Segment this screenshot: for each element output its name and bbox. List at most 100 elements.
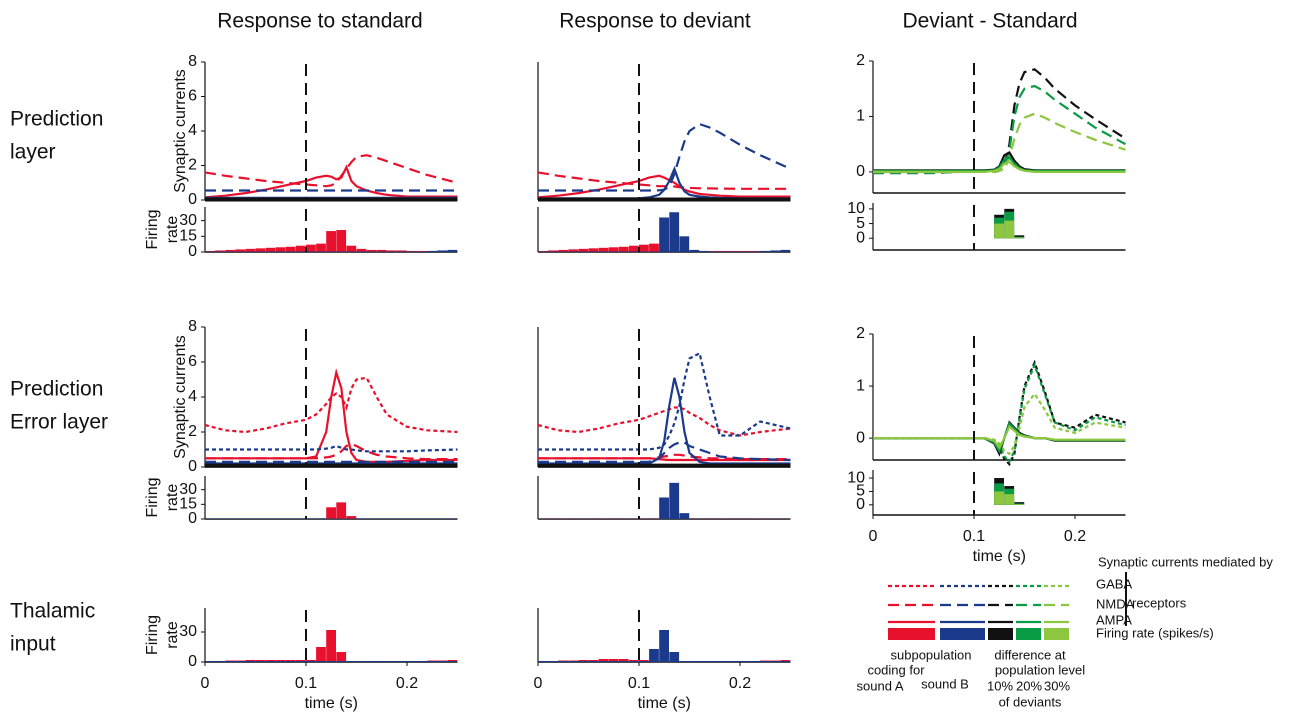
bar	[719, 251, 730, 252]
bar	[326, 251, 336, 252]
bar	[1004, 494, 1015, 505]
bar	[225, 249, 235, 252]
bar	[396, 251, 407, 252]
bar	[558, 251, 568, 252]
y-tick-label: 5	[856, 215, 865, 232]
bar	[326, 231, 336, 252]
bar	[598, 251, 609, 252]
bar	[1014, 502, 1025, 505]
bar	[265, 247, 276, 252]
bar	[750, 251, 760, 252]
bar	[255, 661, 266, 662]
series-line	[538, 441, 791, 463]
bar	[608, 251, 619, 252]
x-tick-label: 0.2	[729, 675, 751, 692]
bar	[679, 661, 690, 662]
bar	[316, 647, 326, 662]
bar	[376, 661, 387, 662]
bar	[618, 251, 629, 252]
y-tick-label: 30	[179, 212, 197, 229]
bar	[306, 244, 316, 252]
bar	[719, 661, 730, 662]
y-tick-label: 6	[188, 353, 197, 370]
bar	[205, 661, 215, 662]
y-tick-label: 0	[856, 496, 865, 513]
bar	[639, 244, 649, 252]
bar	[780, 249, 791, 252]
bar	[386, 251, 397, 252]
row-label: layer	[10, 141, 56, 164]
bar	[538, 251, 548, 252]
series-line	[204, 164, 458, 199]
bar	[295, 251, 306, 252]
legend-note: 20%	[1016, 678, 1042, 693]
bar	[366, 249, 377, 252]
y-tick-label: 0	[188, 510, 197, 527]
bar	[608, 661, 619, 662]
x-tick-label: 0.2	[1064, 528, 1086, 545]
bar	[588, 661, 599, 662]
series-line	[205, 443, 458, 461]
column-title: Response to standard	[217, 10, 422, 33]
bar	[346, 661, 357, 662]
x-tick-label: 0	[869, 528, 878, 545]
bar	[386, 661, 397, 662]
bar	[568, 249, 579, 252]
bar	[437, 661, 448, 662]
bar	[316, 243, 326, 252]
bar	[780, 661, 791, 662]
bar	[245, 661, 256, 662]
bar	[598, 247, 609, 252]
bar	[679, 513, 690, 519]
series-line	[873, 160, 1126, 173]
y-tick-label: 0	[188, 243, 197, 260]
bar	[558, 661, 568, 662]
x-axis-label: time (s)	[973, 548, 1026, 565]
bar	[669, 482, 680, 519]
bar	[316, 251, 326, 252]
bar	[306, 251, 316, 252]
bar	[265, 661, 276, 662]
bar	[356, 251, 367, 252]
y-tick-label: 10	[847, 469, 865, 486]
bar	[608, 247, 619, 252]
x-tick-label: 0	[534, 675, 543, 692]
bar	[760, 661, 770, 662]
bar	[346, 251, 357, 252]
bar	[285, 246, 296, 252]
bar	[396, 661, 407, 662]
bar	[578, 661, 589, 662]
bar	[245, 248, 256, 252]
x-tick-label: 0.2	[396, 675, 418, 692]
y-tick-label: 0	[188, 458, 197, 475]
series-line	[205, 444, 458, 453]
legend-note: population level	[995, 662, 1085, 677]
row-label: Error layer	[10, 411, 108, 434]
bar	[225, 661, 235, 662]
x-tick-label: 0	[201, 675, 210, 692]
bar	[366, 661, 377, 662]
bar	[295, 661, 306, 662]
bar	[326, 507, 336, 519]
bar	[649, 243, 659, 252]
bar	[447, 249, 458, 252]
bar	[285, 251, 296, 252]
row-label: Thalamic	[10, 600, 95, 623]
bar	[356, 248, 367, 252]
bar	[306, 661, 316, 662]
legend-swatch	[1044, 628, 1069, 640]
y-tick-label: 4	[188, 122, 197, 139]
bar	[407, 661, 417, 662]
x-tick-label: 0.1	[963, 528, 985, 545]
bar	[558, 249, 568, 252]
bar	[709, 251, 720, 252]
bar	[568, 661, 579, 662]
bar	[376, 251, 387, 252]
y-axis-label: Synaptic currents	[172, 69, 189, 193]
bar	[255, 251, 266, 252]
series-line	[538, 457, 791, 462]
bar	[588, 251, 599, 252]
row-label: Prediction	[10, 378, 103, 401]
x-axis-label: time (s)	[638, 695, 691, 712]
